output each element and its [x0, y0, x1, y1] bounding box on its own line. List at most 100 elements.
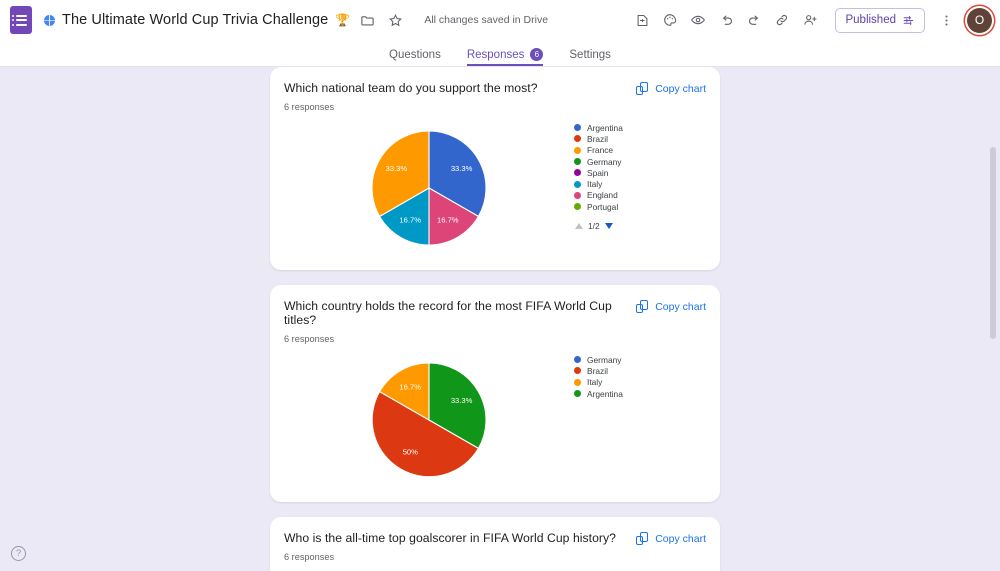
- summary-cards-list: Which national team do you support the m…: [270, 67, 720, 571]
- tab-questions-label: Questions: [389, 49, 441, 61]
- copy-chart-button[interactable]: Copy chart: [636, 531, 706, 545]
- legend-item[interactable]: Spain: [574, 167, 623, 178]
- tab-responses[interactable]: Responses 6: [466, 48, 544, 66]
- legend-color-dot: [574, 356, 581, 364]
- legend-color-dot: [574, 390, 581, 398]
- chart-area: 33.3% 50% 16.7% Germany Brazil Italy Argentina: [284, 350, 706, 490]
- legend-label: Germany: [587, 354, 622, 365]
- palette-icon[interactable]: [657, 7, 683, 33]
- legend-item[interactable]: Germany: [574, 354, 623, 365]
- question-block: Who is the all-time top goalscorer in FI…: [284, 531, 616, 562]
- response-count-label: 6 responses: [284, 334, 335, 344]
- svg-text:33.3%: 33.3%: [386, 164, 408, 173]
- legend-label: England: [587, 190, 618, 201]
- header-actions: Published O: [629, 0, 996, 40]
- card-header: Which national team do you support the m…: [284, 81, 706, 112]
- legend-color-dot: [574, 158, 581, 166]
- legend-color-dot: [574, 146, 581, 154]
- svg-text:33.3%: 33.3%: [451, 164, 473, 173]
- legend-label: Brazil: [587, 365, 608, 376]
- pie-graphic: 33.3% 50% 16.7%: [359, 350, 499, 490]
- legend-item[interactable]: Argentina: [574, 388, 623, 399]
- legend-item[interactable]: Italy: [574, 377, 623, 388]
- app-header: The Ultimate World Cup Trivia Challenge …: [0, 0, 1000, 40]
- legend-item[interactable]: Brazil: [574, 133, 623, 144]
- legend-label: Argentina: [587, 388, 623, 399]
- pie-graphic: 33.3% 16.7% 16.7% 33.3%: [359, 118, 499, 258]
- link-icon[interactable]: [769, 7, 795, 33]
- svg-text:33.3%: 33.3%: [451, 396, 473, 405]
- copy-chart-label: Copy chart: [655, 82, 706, 95]
- svg-text:16.7%: 16.7%: [399, 382, 421, 391]
- legend-label: Brazil: [587, 133, 608, 144]
- legend-color-dot: [574, 378, 581, 386]
- add-collaborator-icon[interactable]: [797, 7, 823, 33]
- svg-text:50%: 50%: [403, 448, 418, 457]
- help-icon[interactable]: ?: [11, 546, 26, 561]
- question-title: Who is the all-time top goalscorer in FI…: [284, 531, 617, 545]
- star-icon[interactable]: [384, 9, 406, 31]
- form-title-group: The Ultimate World Cup Trivia Challenge …: [44, 12, 350, 28]
- legend-page-down-icon[interactable]: [604, 223, 613, 230]
- tab-bar: Questions Responses 6 Settings: [0, 40, 1000, 67]
- chart-legend: Germany Brazil Italy Argentina: [574, 350, 623, 399]
- eye-icon[interactable]: [685, 7, 711, 33]
- copy-chart-icon: [636, 300, 649, 313]
- legend-item[interactable]: France: [574, 145, 623, 156]
- copy-chart-icon: [636, 82, 649, 95]
- publish-settings-icon: [903, 15, 914, 25]
- undo-icon[interactable]: [713, 7, 739, 33]
- save-status-text: All changes saved in Drive: [424, 14, 549, 26]
- legend-label: Argentina: [587, 122, 623, 133]
- folder-icon[interactable]: [356, 9, 378, 31]
- card-header: Who is the all-time top goalscorer in FI…: [284, 531, 706, 562]
- legend-label: Germany: [587, 156, 622, 167]
- legend-color-dot: [574, 124, 581, 132]
- legend-page-up-icon[interactable]: [575, 223, 583, 230]
- legend-color-dot: [574, 191, 581, 199]
- copy-chart-label: Copy chart: [655, 300, 706, 313]
- legend-label: Italy: [587, 179, 603, 190]
- legend-item[interactable]: England: [574, 190, 623, 201]
- vertical-scrollbar[interactable]: [990, 147, 996, 339]
- more-vert-icon[interactable]: [933, 7, 959, 33]
- tab-settings[interactable]: Settings: [569, 49, 611, 66]
- trophy-emoji-icon: 🏆: [335, 13, 351, 27]
- question-title: Which country holds the record for the m…: [284, 299, 612, 327]
- legend-color-dot: [574, 367, 581, 375]
- legend-item[interactable]: Argentina: [574, 122, 623, 133]
- legend-color-dot: [574, 180, 581, 188]
- pie-chart[interactable]: 33.3% 50% 16.7%: [284, 350, 574, 490]
- copy-chart-button[interactable]: Copy chart: [636, 299, 706, 313]
- legend-item[interactable]: Germany: [574, 156, 623, 167]
- page-title[interactable]: The Ultimate World Cup Trivia Challenge: [62, 12, 329, 28]
- legend-item[interactable]: Portugal: [574, 201, 623, 212]
- legend-label: Italy: [587, 377, 603, 388]
- chart-legend: Argentina Brazil France Germany Spain Italy En…: [574, 118, 623, 231]
- avatar[interactable]: O: [963, 4, 996, 36]
- response-summary-card: Which national team do you support the m…: [270, 67, 720, 270]
- google-forms-icon[interactable]: [10, 6, 32, 34]
- question-block: Which national team do you support the m…: [284, 81, 538, 112]
- legend-label: France: [587, 145, 614, 156]
- pie-chart[interactable]: 33.3% 16.7% 16.7% 33.3%: [284, 118, 574, 258]
- response-count-label: 6 responses: [284, 552, 335, 562]
- legend-label: Spain: [587, 167, 609, 178]
- card-header: Which country holds the record for the m…: [284, 299, 706, 344]
- import-responses-icon[interactable]: [629, 7, 655, 33]
- response-count-label: 6 responses: [284, 102, 335, 112]
- legend-item[interactable]: Italy: [574, 178, 623, 189]
- legend-item[interactable]: Brazil: [574, 365, 623, 376]
- legend-color-dot: [574, 203, 581, 211]
- chart-area: 33.3% 16.7% 16.7% 33.3% Argentina Brazil Franc…: [284, 118, 706, 258]
- published-button[interactable]: Published: [835, 7, 925, 33]
- responses-scroll-area[interactable]: Which national team do you support the m…: [0, 67, 1000, 571]
- redo-icon[interactable]: [741, 7, 767, 33]
- copy-chart-button[interactable]: Copy chart: [636, 81, 706, 95]
- copy-chart-label: Copy chart: [655, 532, 706, 545]
- tab-questions[interactable]: Questions: [389, 49, 441, 66]
- svg-text:16.7%: 16.7%: [399, 216, 421, 225]
- published-label: Published: [845, 14, 896, 26]
- legend-label: Portugal: [587, 201, 619, 212]
- legend-pager[interactable]: 1/2: [574, 221, 623, 231]
